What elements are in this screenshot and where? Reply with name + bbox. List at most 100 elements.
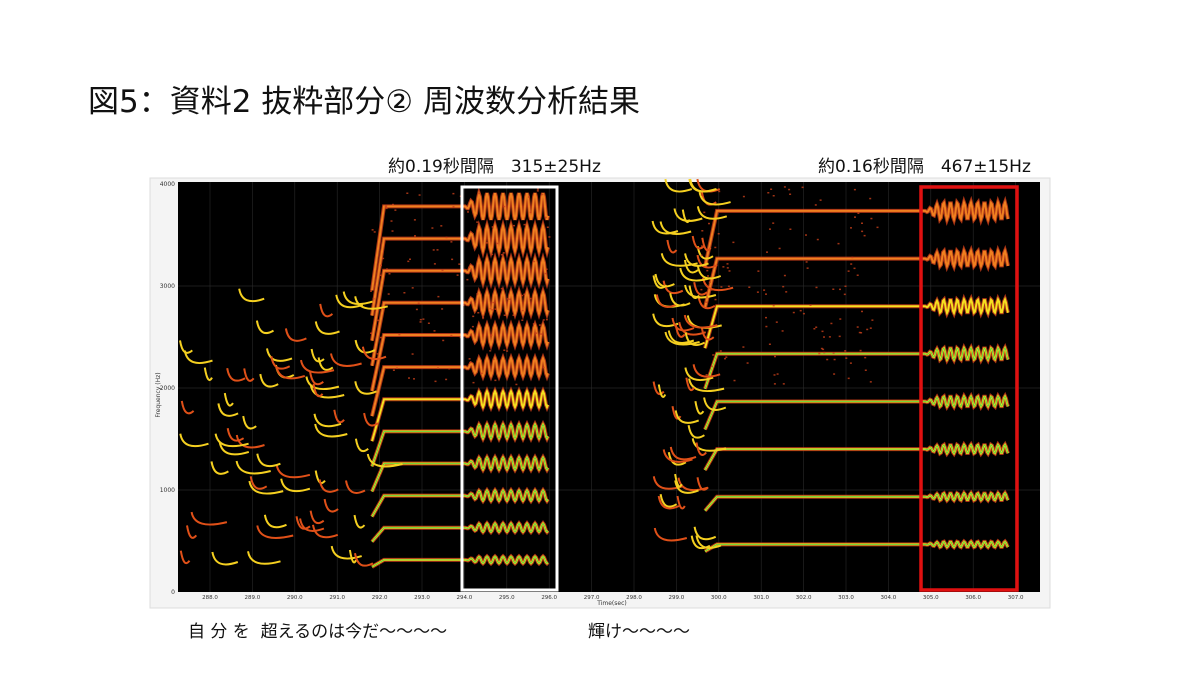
noise-speck [712,354,715,356]
noise-speck [379,274,382,277]
noise-speck [456,274,459,276]
onset-trace [652,381,665,395]
noise-speck [869,381,872,383]
onset-trace [318,479,339,493]
noise-speck [789,228,792,230]
noise-speck [390,220,393,222]
harmonic [704,296,1009,349]
noise-speck [718,190,721,193]
noise-speck [417,302,420,304]
noise-speck [766,251,768,253]
onset-trace [259,373,279,388]
onset-trace [666,239,678,254]
onset-trace [218,441,250,456]
noise-speck [725,356,728,358]
x-tick-label: 296.0 [541,595,557,601]
noise-speck [869,327,872,329]
noise-speck [440,225,443,227]
x-tick-label: 293.0 [414,595,430,601]
onset-trace [242,415,257,430]
noise-speck [767,192,770,194]
onset-trace [319,303,334,318]
onset-trace [688,378,725,392]
onset-trace [655,294,678,308]
noise-speck [705,301,708,303]
harmonic-core [704,443,1009,471]
noise-speck [707,275,709,277]
noise-speck [783,274,786,277]
onset-trace [299,518,325,532]
noise-speck [491,309,494,311]
x-tick-label: 303.0 [838,595,854,601]
noise-speck [712,325,715,327]
onset-trace [684,284,717,299]
harmonic [371,355,549,417]
x-tick-label: 298.0 [626,595,642,601]
onset-trace [179,433,209,448]
onset-trace [363,412,379,427]
harmonic [371,222,549,316]
onset-trace [284,328,307,342]
noise-speck [756,291,759,293]
noise-speck [853,188,856,191]
noise-speck [864,369,867,371]
onset-trace [330,353,362,367]
noise-speck [839,288,841,291]
onset-trace [696,265,722,280]
noise-speck [523,293,526,296]
x-tick-label: 295.0 [499,595,515,601]
noise-speck [411,287,414,289]
harmonic-core [704,346,1009,389]
harmonic-core [704,541,1009,552]
noise-speck [701,194,704,196]
noise-speck [816,238,819,241]
noise-speck [406,192,409,194]
annotation: 約0.19秒間隔 315±25Hz [388,157,601,177]
noise-speck [828,336,831,338]
noise-speck [870,217,873,220]
onset-trace [683,259,699,274]
noise-speck [781,330,784,332]
noise-speck [450,241,453,243]
noise-speck [815,286,818,289]
noise-speck [445,378,448,381]
x-axis-label: Time(sec) [596,600,626,607]
noise-speck [445,236,448,239]
noise-speck [542,366,545,369]
noise-speck [472,381,475,384]
noise-speck [434,380,437,383]
noise-speck [714,246,717,249]
noise-speck [856,326,859,328]
noise-speck [700,254,703,257]
caption: 輝け〜〜〜〜 [588,622,690,642]
noise-speck [782,383,785,385]
noise-speck [407,260,410,263]
x-tick-label: 307.0 [1008,595,1024,601]
onset-trace [366,453,403,468]
onset-trace [226,428,245,442]
onset-trace [226,368,246,382]
onset-trace [335,294,364,309]
onset-trace [681,209,691,223]
noise-speck [448,367,451,370]
onset-trace [300,359,335,374]
noise-speck [732,241,735,244]
onset-trace [275,464,311,479]
noise-speck [820,347,823,350]
noise-speck [710,289,713,291]
noise-speck [773,383,776,385]
noise-speck [722,266,725,268]
noise-speck [857,212,860,214]
onset-trace [692,364,721,378]
noise-speck [548,236,551,238]
onset-trace [664,178,693,193]
x-tick-label: 292.0 [372,595,388,601]
onset-trace [354,296,388,310]
noise-speck [512,314,515,316]
noise-speck [782,285,785,288]
onset-trace [669,446,697,461]
noise-speck [489,350,492,352]
noise-speck [544,272,547,275]
noise-speck [503,205,506,208]
onset-trace [700,326,715,341]
